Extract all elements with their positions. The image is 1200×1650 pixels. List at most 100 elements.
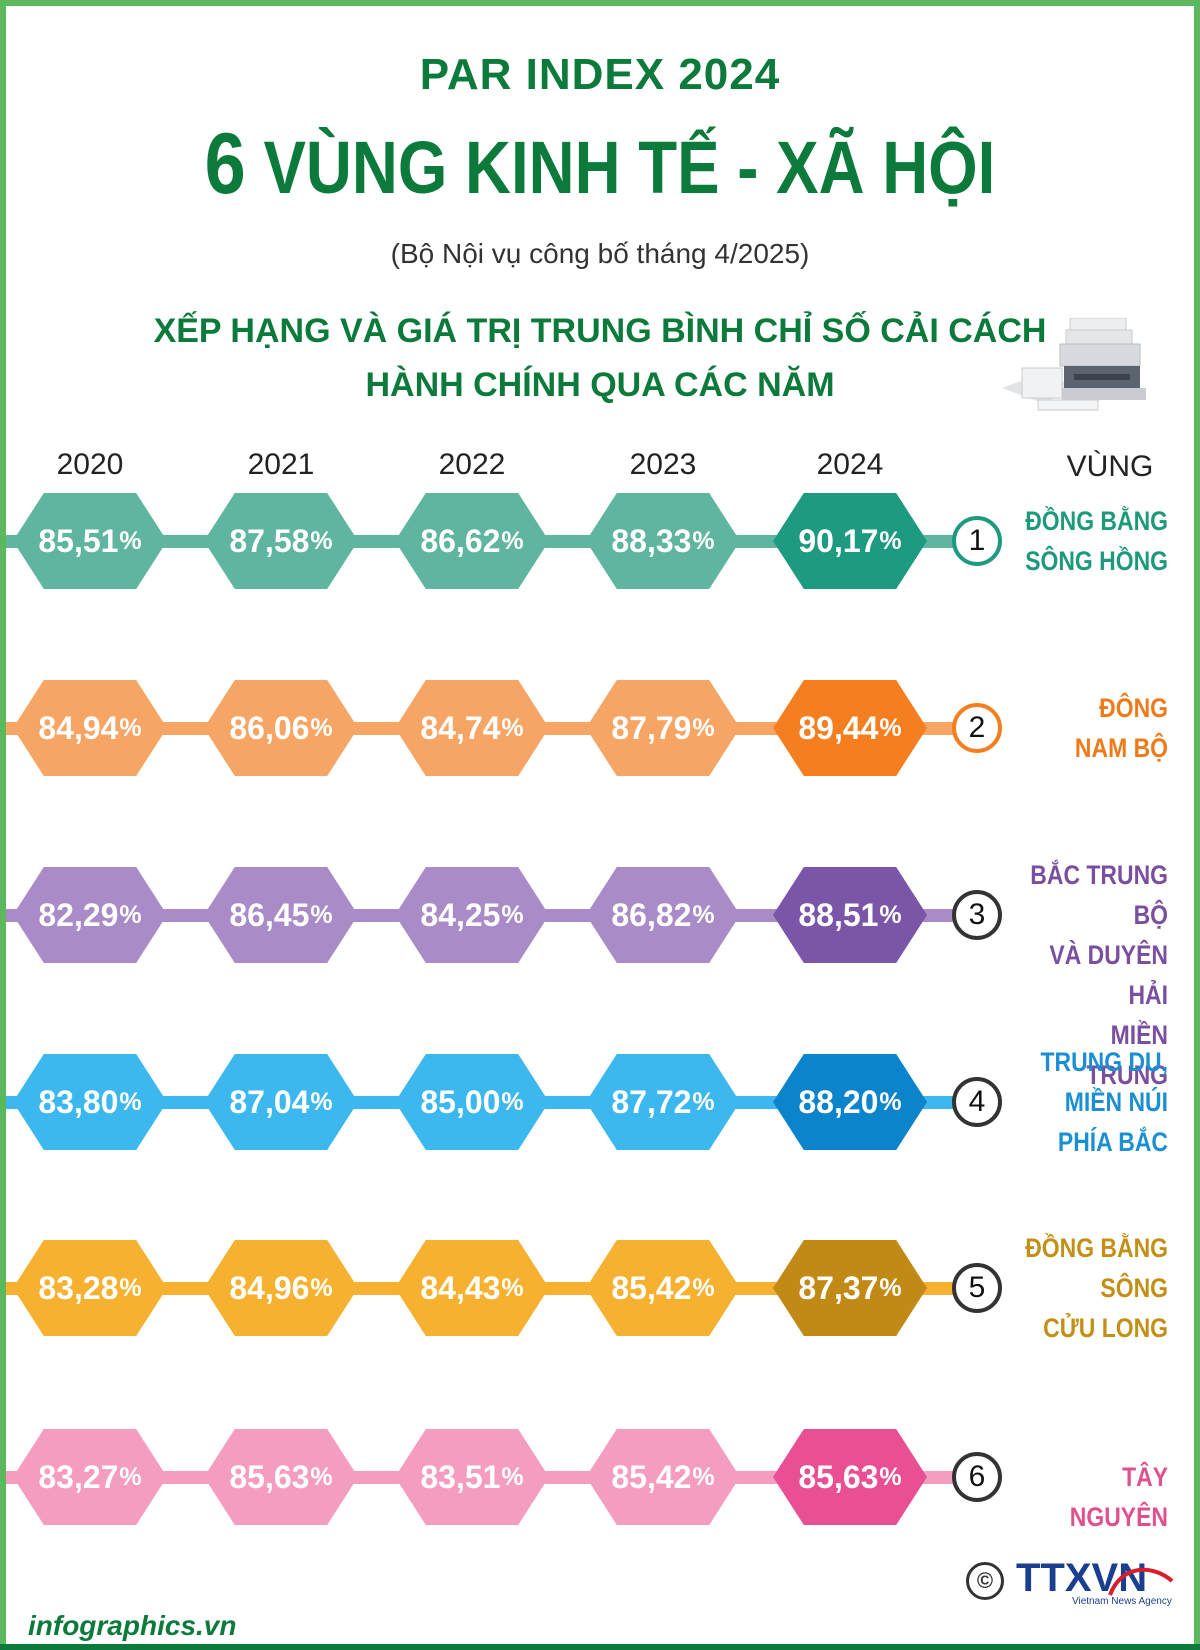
value-label: 83,27 (38, 1458, 119, 1495)
region-name-line: PHÍA BẮC (1057, 1127, 1168, 1157)
value-label: 87,72 (611, 1083, 692, 1120)
value-hexagon: 87,79% (586, 680, 740, 776)
title-small: PAR INDEX 2024 (419, 50, 781, 99)
value-label: 87,04 (229, 1083, 310, 1120)
value-label: 87,37 (798, 1269, 879, 1306)
rank-badge: 6 (952, 1452, 1002, 1502)
value-label: 85,00 (420, 1083, 501, 1120)
percent-sign: % (310, 526, 333, 555)
value-label: 86,62 (420, 522, 501, 559)
value-label: 85,42 (611, 1269, 692, 1306)
value-label: 90,17 (798, 522, 879, 559)
value-label: 86,45 (229, 896, 310, 933)
value-label: 86,06 (229, 709, 310, 746)
percent-sign: % (310, 1087, 333, 1116)
value-hexagon: 83,28% (13, 1240, 167, 1336)
year-label: 2024 (816, 448, 884, 481)
year-label: 2021 (247, 448, 315, 481)
chart-heading-line1: XẾP HẠNG VÀ GIÁ TRỊ TRUNG BÌNH CHỈ SỐ CẢ… (153, 312, 1047, 350)
value-hexagon: 82,29% (13, 867, 167, 963)
value-hexagon: 85,51% (13, 493, 167, 589)
percent-sign: % (119, 900, 142, 929)
ttxvn-logo-subtext: Vietnam News Agency (1072, 1596, 1172, 1607)
region-name-line: MIỀN NÚI (1064, 1087, 1168, 1117)
region-name-line: MIỀN TRUNG (1086, 1020, 1168, 1090)
ttxvn-logo-text: TTXVN (1016, 1556, 1147, 1600)
value-label: 83,28 (38, 1269, 119, 1306)
chart-heading: XẾP HẠNG VÀ GIÁ TRỊ TRUNG BÌNH CHỈ SỐ CẢ… (100, 304, 1100, 412)
value-label: 87,79 (611, 709, 692, 746)
value-label: 84,43 (420, 1269, 501, 1306)
value-hexagon: 90,17% (773, 493, 927, 589)
region-name-line: NAM BỘ (1074, 733, 1168, 763)
value-label: 84,94 (38, 709, 119, 746)
year-label: 2020 (56, 448, 124, 481)
value-hexagon: 83,80% (13, 1054, 167, 1150)
percent-sign: % (692, 1273, 715, 1302)
value-hexagon: 86,82% (586, 867, 740, 963)
region-name-line: BẮC TRUNG BỘ (1030, 860, 1168, 930)
value-hexagon: 84,96% (204, 1240, 358, 1336)
value-label: 88,51 (798, 896, 879, 933)
region-name: ĐÔNG NAM BỘ (1025, 688, 1168, 768)
percent-sign: % (501, 713, 524, 742)
value-hexagon: 89,44% (773, 680, 927, 776)
region-name: ĐỒNG BẰNG SÔNG CỬU LONG (1025, 1228, 1168, 1348)
value-hexagon: 88,20% (773, 1054, 927, 1150)
region-name: TRUNG DU, MIỀN NÚI PHÍA BẮC (1025, 1042, 1169, 1162)
value-hexagon: 87,37% (773, 1240, 927, 1336)
region-name-line: SÔNG (1100, 1273, 1168, 1303)
percent-sign: % (119, 713, 142, 742)
chart-heading-line2: HÀNH CHÍNH QUA CÁC NĂM (365, 366, 835, 404)
value-hexagon: 85,63% (204, 1429, 358, 1525)
percent-sign: % (692, 1462, 715, 1491)
site-credit: infographics.vn (28, 1610, 237, 1641)
value-hexagon: 86,62% (395, 493, 549, 589)
region-name: ĐỒNG BẰNG SÔNG HỒNG (1025, 501, 1168, 581)
value-label: 84,25 (420, 896, 501, 933)
document-stack-icon (1002, 318, 1146, 411)
value-label: 83,80 (38, 1083, 119, 1120)
value-hexagon: 87,58% (204, 493, 358, 589)
year-label: 2022 (438, 448, 506, 481)
value-hexagon: 85,42% (586, 1240, 740, 1336)
value-label: 85,63 (798, 1458, 879, 1495)
value-hexagon: 86,06% (204, 680, 358, 776)
rank-badge: 2 (952, 703, 1002, 753)
percent-sign: % (119, 1462, 142, 1491)
percent-sign: % (879, 526, 902, 555)
year-label: 2023 (629, 448, 697, 481)
region-name-line: VÀ DUYÊN HẢI (1049, 940, 1168, 1010)
value-label: 88,33 (611, 522, 692, 559)
value-label: 85,51 (38, 522, 119, 559)
value-hexagon: 84,25% (395, 867, 549, 963)
value-hexagon: 85,00% (395, 1054, 549, 1150)
title-rest: VÙNG KINH TẾ - XÃ HỘI (263, 126, 996, 209)
percent-sign: % (119, 1087, 142, 1116)
value-hexagon: 83,27% (13, 1429, 167, 1525)
value-label: 82,29 (38, 896, 119, 933)
rank-badge: 3 (952, 890, 1002, 940)
value-label: 84,96 (229, 1269, 310, 1306)
percent-sign: % (692, 713, 715, 742)
region-name-line: TÂY NGUYÊN (1069, 1462, 1168, 1532)
value-hexagon: 84,43% (395, 1240, 549, 1336)
percent-sign: % (501, 1087, 524, 1116)
percent-sign: % (119, 526, 142, 555)
value-hexagon: 83,51% (395, 1429, 549, 1525)
region-column-label: VÙNG (1066, 450, 1154, 483)
percent-sign: % (501, 900, 524, 929)
value-hexagon: 87,72% (586, 1054, 740, 1150)
region-name-line: ĐỒNG BẰNG (1025, 506, 1168, 536)
percent-sign: % (501, 526, 524, 555)
ttxvn-logo: TTXVN Vietnam News Agency (1016, 1556, 1174, 1607)
percent-sign: % (879, 900, 902, 929)
region-name: TÂY NGUYÊN (1025, 1457, 1168, 1537)
title-main: 6 VÙNG KINH TẾ - XÃ HỘI (84, 115, 1116, 214)
percent-sign: % (119, 1273, 142, 1302)
region-name-line: TRUNG DU, (1040, 1047, 1169, 1077)
footer-bar (0, 1644, 1200, 1650)
value-label: 84,74 (420, 709, 501, 746)
percent-sign: % (879, 713, 902, 742)
